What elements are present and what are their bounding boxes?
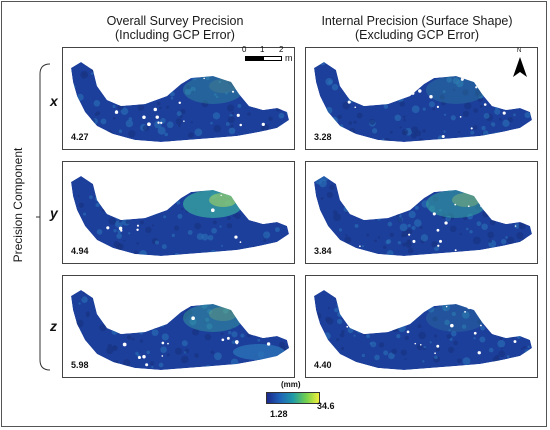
column-title-internal: Internal Precision (Surface Shape) (Excl… [302,14,532,42]
colorbar-unit: (mm) [281,380,301,389]
column-title-overall: Overall Survey Precision (Including GCP … [60,14,290,42]
colorbar-max: 34.6 [317,401,335,411]
row-label-z: z [50,318,57,334]
scale-tick-1: 1 [260,45,265,54]
panel-value: 4.94 [71,246,89,256]
precision-map [71,290,289,370]
column-title-internal-line2: (Excluding GCP Error) [354,28,480,42]
survey-area [71,62,289,142]
panel-value: 3.28 [314,132,332,142]
colorbar [266,392,320,404]
scale-unit: m [285,53,293,63]
panel-value: 3.84 [314,246,332,256]
colorbar-min: 1.28 [270,409,288,419]
column-title-overall-line1: Overall Survey Precision [106,14,244,28]
panel-y-internal: 3.84 [305,161,538,264]
panel-value: 5.98 [71,360,89,370]
panel-y-overall: 4.94 [62,161,295,264]
panel-z-overall: 5.98 [62,275,295,378]
axis-bracket [36,63,51,371]
survey-area [314,290,532,370]
precision-component-axis-label: Precision Component [11,147,25,263]
scale-tick-2: 2 [279,45,284,54]
survey-area [71,290,289,370]
precision-map [314,290,532,370]
column-title-overall-line2: (Including GCP Error) [115,28,235,42]
survey-area [71,176,289,256]
precision-map [314,62,532,142]
panel-value: 4.40 [314,360,332,370]
precision-map [314,176,532,256]
survey-area [314,176,532,256]
precision-map [71,62,289,142]
row-label-x: x [50,93,58,109]
scale-bar-segment [245,56,263,61]
panel-value: 4.27 [71,132,89,142]
panel-x-overall: 4.27 [62,47,295,150]
scale-tick-0: 0 [242,45,247,54]
scale-bar-segment [263,56,282,61]
row-label-y: y [50,205,58,221]
panel-z-internal: 4.40 [305,275,538,378]
panel-x-internal: 3.28 [305,47,538,150]
north-label: N [517,48,522,54]
north-arrow-icon: N [512,48,528,77]
survey-area [314,62,532,142]
column-title-internal-line1: Internal Precision (Surface Shape) [321,14,513,28]
precision-map [71,176,289,256]
